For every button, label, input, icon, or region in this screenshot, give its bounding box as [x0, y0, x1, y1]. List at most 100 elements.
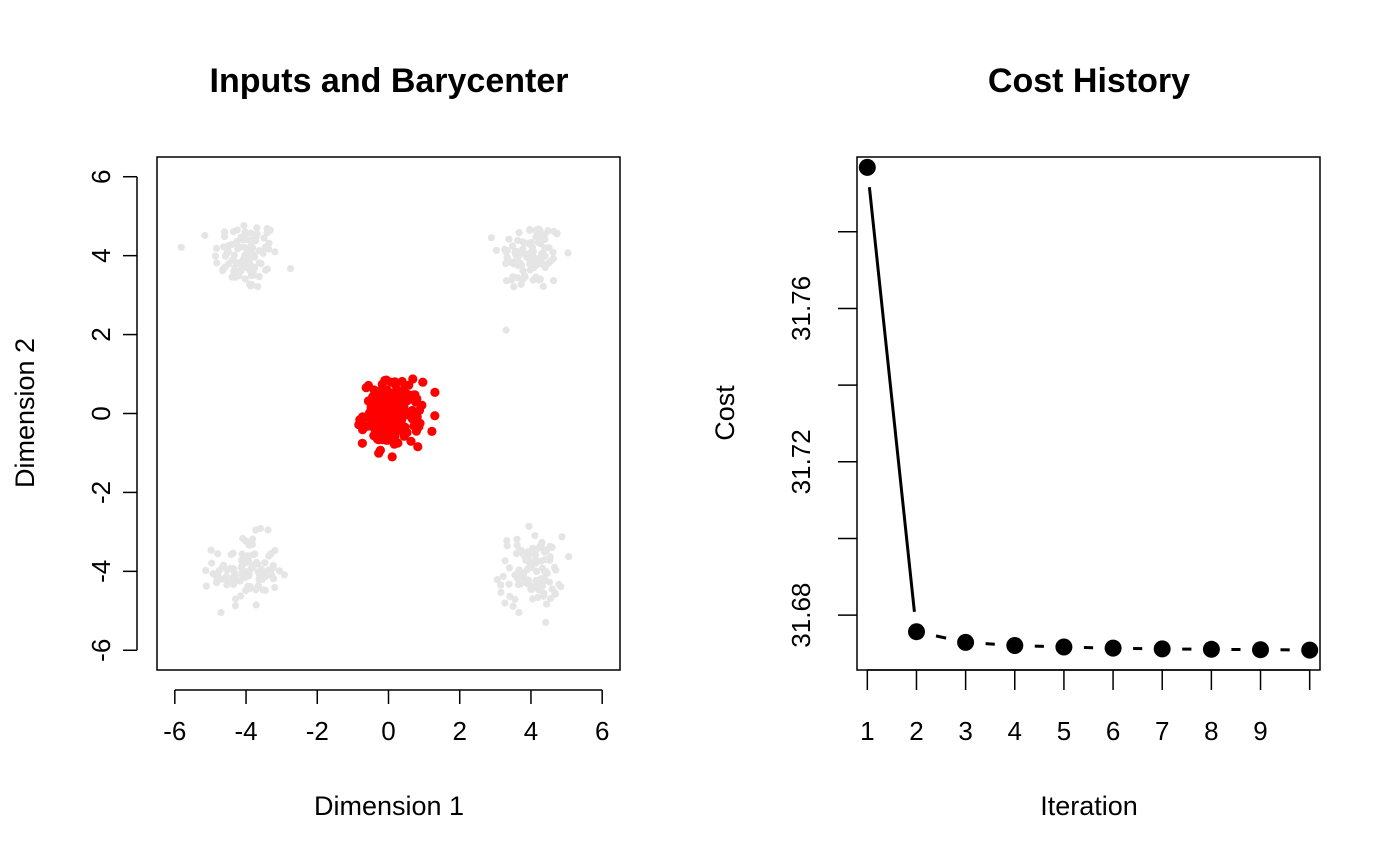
inputs-point [243, 230, 251, 238]
inputs-point [503, 537, 511, 545]
inputs-point [514, 236, 522, 244]
inputs-point [537, 240, 545, 248]
inputs-point [529, 247, 537, 255]
inputs-point [221, 228, 229, 236]
barycenter-point [397, 376, 407, 387]
cost-line-segment [867, 187, 916, 612]
inputs-point [213, 259, 221, 267]
barycenter-point [374, 448, 384, 458]
cost-point [908, 623, 925, 641]
inputs-point [220, 561, 228, 569]
inputs-point [207, 546, 215, 554]
inputs-point [250, 271, 258, 279]
inputs-point [536, 275, 545, 283]
inputs-point [211, 252, 220, 260]
scatter-y-tick-label: -6 [86, 639, 116, 662]
barycenter-point [408, 414, 418, 424]
barycenter-point [380, 375, 390, 386]
inputs-point [202, 567, 210, 575]
inputs-point [538, 582, 547, 590]
inputs-point [265, 239, 273, 247]
barycenter-point [390, 377, 400, 387]
inputs-point [246, 264, 254, 272]
barycenter-point [387, 392, 397, 402]
inputs-point [208, 559, 216, 567]
inputs-point [508, 242, 517, 250]
inputs-point [537, 575, 545, 583]
scatter-y-tick-label: 4 [86, 248, 116, 262]
scatter-x-tick-label: -6 [163, 716, 186, 746]
cost-line-segment [935, 634, 947, 640]
inputs-point [529, 276, 537, 284]
barycenter-point [387, 452, 397, 462]
cost-y-tick-label: 31.68 [786, 583, 816, 648]
inputs-point [214, 550, 222, 558]
inputs-point [499, 572, 507, 581]
cost-y-tick-label: 31.72 [786, 429, 816, 494]
inputs-point [526, 239, 534, 247]
inputs-point [252, 526, 260, 534]
scatter-plot-box [156, 156, 621, 671]
scatter-title: Inputs and Barycenter [210, 62, 569, 100]
inputs-point [502, 277, 511, 285]
barycenter-point [398, 385, 408, 395]
inputs-point [501, 599, 509, 607]
inputs-point [502, 326, 510, 334]
inputs-point [514, 274, 522, 282]
inputs-point [240, 222, 248, 230]
inputs-point [532, 556, 540, 564]
inputs-point [549, 277, 558, 285]
inputs-point [212, 244, 221, 252]
inputs-point [246, 253, 255, 261]
barycenter-point [430, 387, 440, 397]
inputs-point [538, 538, 546, 547]
inputs-point [525, 522, 533, 530]
inputs-point [546, 553, 554, 561]
cost-x-tick-label: 8 [1204, 716, 1218, 746]
inputs-point [542, 600, 551, 608]
barycenter-point [378, 435, 388, 445]
inputs-point [535, 255, 543, 263]
inputs-point [252, 586, 260, 594]
inputs-point [177, 243, 185, 251]
inputs-point [515, 547, 523, 555]
inputs-point [242, 558, 250, 566]
inputs-point [252, 601, 260, 609]
inputs-point [545, 244, 553, 252]
inputs-point [493, 576, 501, 584]
barycenter-point [357, 438, 367, 448]
barycenter-point [389, 439, 399, 449]
inputs-point [510, 283, 518, 291]
inputs-point [503, 247, 511, 255]
inputs-point [261, 559, 269, 567]
inputs-point [514, 581, 523, 589]
inputs-point [260, 234, 268, 242]
inputs-point [546, 594, 555, 603]
inputs-point [241, 275, 249, 283]
inputs-point [513, 535, 521, 543]
inputs-point [224, 247, 232, 255]
scatter-y-tick-label: -2 [86, 481, 116, 504]
cost-lines [867, 187, 1290, 652]
barycenter-point [381, 410, 391, 420]
inputs-point [542, 618, 550, 627]
scatter-x-tick-label: 4 [524, 716, 538, 746]
inputs-point [286, 265, 295, 273]
scatter-ylabel: Dimension 2 [10, 338, 40, 488]
inputs-point [231, 578, 239, 586]
inputs-point [517, 280, 525, 288]
barycenter-point [367, 403, 377, 413]
inputs-point [237, 564, 245, 572]
inputs-point [516, 259, 524, 267]
inputs-point [539, 249, 547, 257]
inputs-point [246, 282, 254, 290]
cost-x-tick-label: 2 [909, 716, 923, 746]
inputs-point [497, 588, 505, 597]
inputs-point [513, 541, 521, 549]
inputs-point [262, 266, 270, 274]
inputs-point [534, 225, 543, 233]
inputs-point [231, 595, 240, 603]
scatter-x-tick-label: 6 [595, 716, 609, 746]
inputs-point [526, 226, 534, 234]
cost-xlabel: Iteration [1040, 791, 1138, 821]
